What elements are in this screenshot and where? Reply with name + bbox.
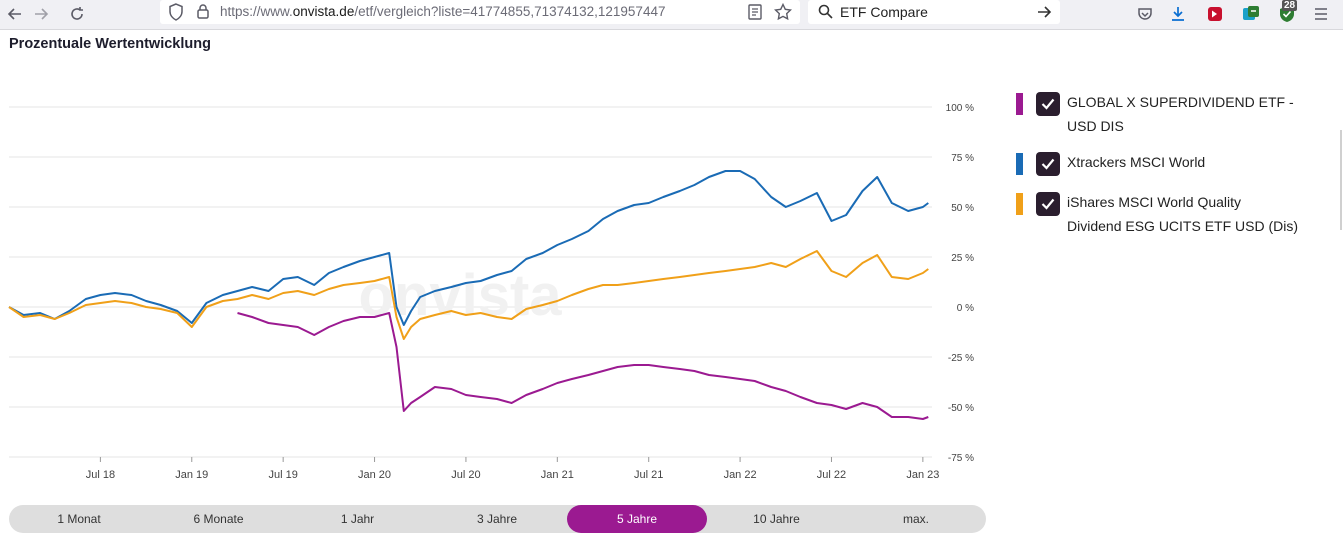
menu-icon[interactable] (1310, 3, 1332, 25)
url-text[interactable]: https://www.onvista.de/etf/vergleich?lis… (220, 4, 666, 19)
performance-chart: onvista 100 % 75 % 50 % 25 % 0 % -25 % -50 % -7… (8, 103, 974, 481)
legend-label: GLOBAL X SUPERDIVIDEND ETF - (1067, 94, 1294, 110)
chart-title: Prozentuale Wertentwicklung (9, 36, 211, 52)
pocket-icon[interactable] (1134, 3, 1156, 25)
legend-label: iShares MSCI World Quality (1067, 194, 1242, 210)
legend-item-ishares[interactable]: iShares MSCI World Quality Dividend ESG … (1014, 190, 1334, 238)
search-input[interactable]: ETF Compare (840, 4, 928, 20)
scrollbar[interactable] (1340, 130, 1342, 230)
reload-icon[interactable] (64, 2, 90, 26)
x-axis-labels: Jul 18 Jan 19 Jul 19 Jan 20 Jul 20 Jan 21 Jul … (86, 457, 939, 481)
series-line-1 (8, 250, 929, 340)
range-button-1-year[interactable]: 1 Jahr (340, 512, 375, 526)
range-button-3-years[interactable]: 3 Jahre (476, 512, 518, 526)
y-tick-label: 25 % (951, 253, 974, 264)
x-tick-label: Jul 19 (268, 469, 297, 481)
legend-label-line2: Dividend ESG UCITS ETF USD (Dis) (1067, 218, 1299, 234)
y-tick-label: -75 % (948, 453, 974, 464)
series-line-0 (8, 170, 929, 326)
range-button-6-months[interactable]: 6 Monate (193, 512, 244, 526)
forward-arrow-icon[interactable] (28, 2, 54, 26)
legend-swatch (1016, 153, 1023, 175)
chart-gridlines (9, 106, 932, 458)
legend-swatch (1016, 193, 1023, 215)
shield-icon[interactable] (168, 3, 184, 26)
x-tick-label: Jul 22 (817, 469, 846, 481)
x-tick-label: Jan 23 (906, 469, 939, 481)
x-tick-label: Jul 18 (86, 469, 115, 481)
legend-item-global-x[interactable]: GLOBAL X SUPERDIVIDEND ETF - USD DIS (1014, 90, 1334, 138)
bookmark-star-icon[interactable] (773, 2, 793, 26)
chart-series (8, 170, 929, 420)
screenshot-extension-icon[interactable] (1240, 3, 1262, 25)
y-axis-labels: 100 % 75 % 50 % 25 % 0 % -25 % -50 % -75 % (946, 103, 974, 464)
x-tick-label: Jul 20 (451, 469, 480, 481)
legend-label-line2: USD DIS (1067, 118, 1124, 134)
download-icon[interactable] (1167, 3, 1189, 25)
url-bar[interactable]: https://www.onvista.de/etf/vergleich?lis… (160, 0, 800, 24)
extension-badge: 28 (1282, 0, 1298, 11)
legend-item-xtrackers[interactable]: Xtrackers MSCI World (1014, 150, 1334, 178)
watermark: onvista (358, 263, 562, 328)
lock-icon[interactable] (196, 3, 210, 25)
x-tick-label: Jan 21 (541, 469, 574, 481)
y-tick-label: 0 % (957, 303, 974, 314)
browser-toolbar: https://www.onvista.de/etf/vergleich?lis… (0, 0, 1343, 30)
time-range-selector: 1 Monat 6 Monate 1 Jahr 3 Jahre 5 Jahre … (9, 505, 986, 533)
back-arrow-icon[interactable] (2, 2, 28, 26)
checkbox-checked-icon[interactable] (1036, 152, 1060, 176)
y-tick-label: -25 % (948, 353, 974, 364)
reader-view-icon[interactable] (748, 4, 762, 25)
search-bar[interactable]: ETF Compare (808, 0, 1060, 24)
x-tick-label: Jul 21 (634, 469, 663, 481)
x-tick-label: Jan 22 (724, 469, 757, 481)
series-line-2 (237, 312, 929, 420)
checkbox-checked-icon[interactable] (1036, 92, 1060, 116)
y-tick-label: 100 % (946, 103, 974, 114)
x-tick-label: Jan 20 (358, 469, 391, 481)
y-tick-label: 50 % (951, 203, 974, 214)
range-button-1-month[interactable]: 1 Monat (57, 512, 101, 526)
range-button-5-years[interactable]: 5 Jahre (567, 505, 707, 533)
range-button-10-years[interactable]: 10 Jahre (753, 512, 800, 526)
chart-legend: GLOBAL X SUPERDIVIDEND ETF - USD DIS Xtr… (1014, 90, 1334, 250)
legend-swatch (1016, 93, 1023, 115)
y-tick-label: -50 % (948, 403, 974, 414)
legend-label: Xtrackers MSCI World (1067, 154, 1206, 170)
checkbox-checked-icon[interactable] (1036, 192, 1060, 216)
x-tick-label: Jan 19 (175, 469, 208, 481)
search-go-arrow-icon[interactable] (1036, 4, 1052, 25)
media-extension-icon[interactable] (1204, 3, 1226, 25)
range-button-max[interactable]: max. (902, 512, 929, 526)
y-tick-label: 75 % (951, 153, 974, 164)
search-icon (818, 4, 833, 24)
